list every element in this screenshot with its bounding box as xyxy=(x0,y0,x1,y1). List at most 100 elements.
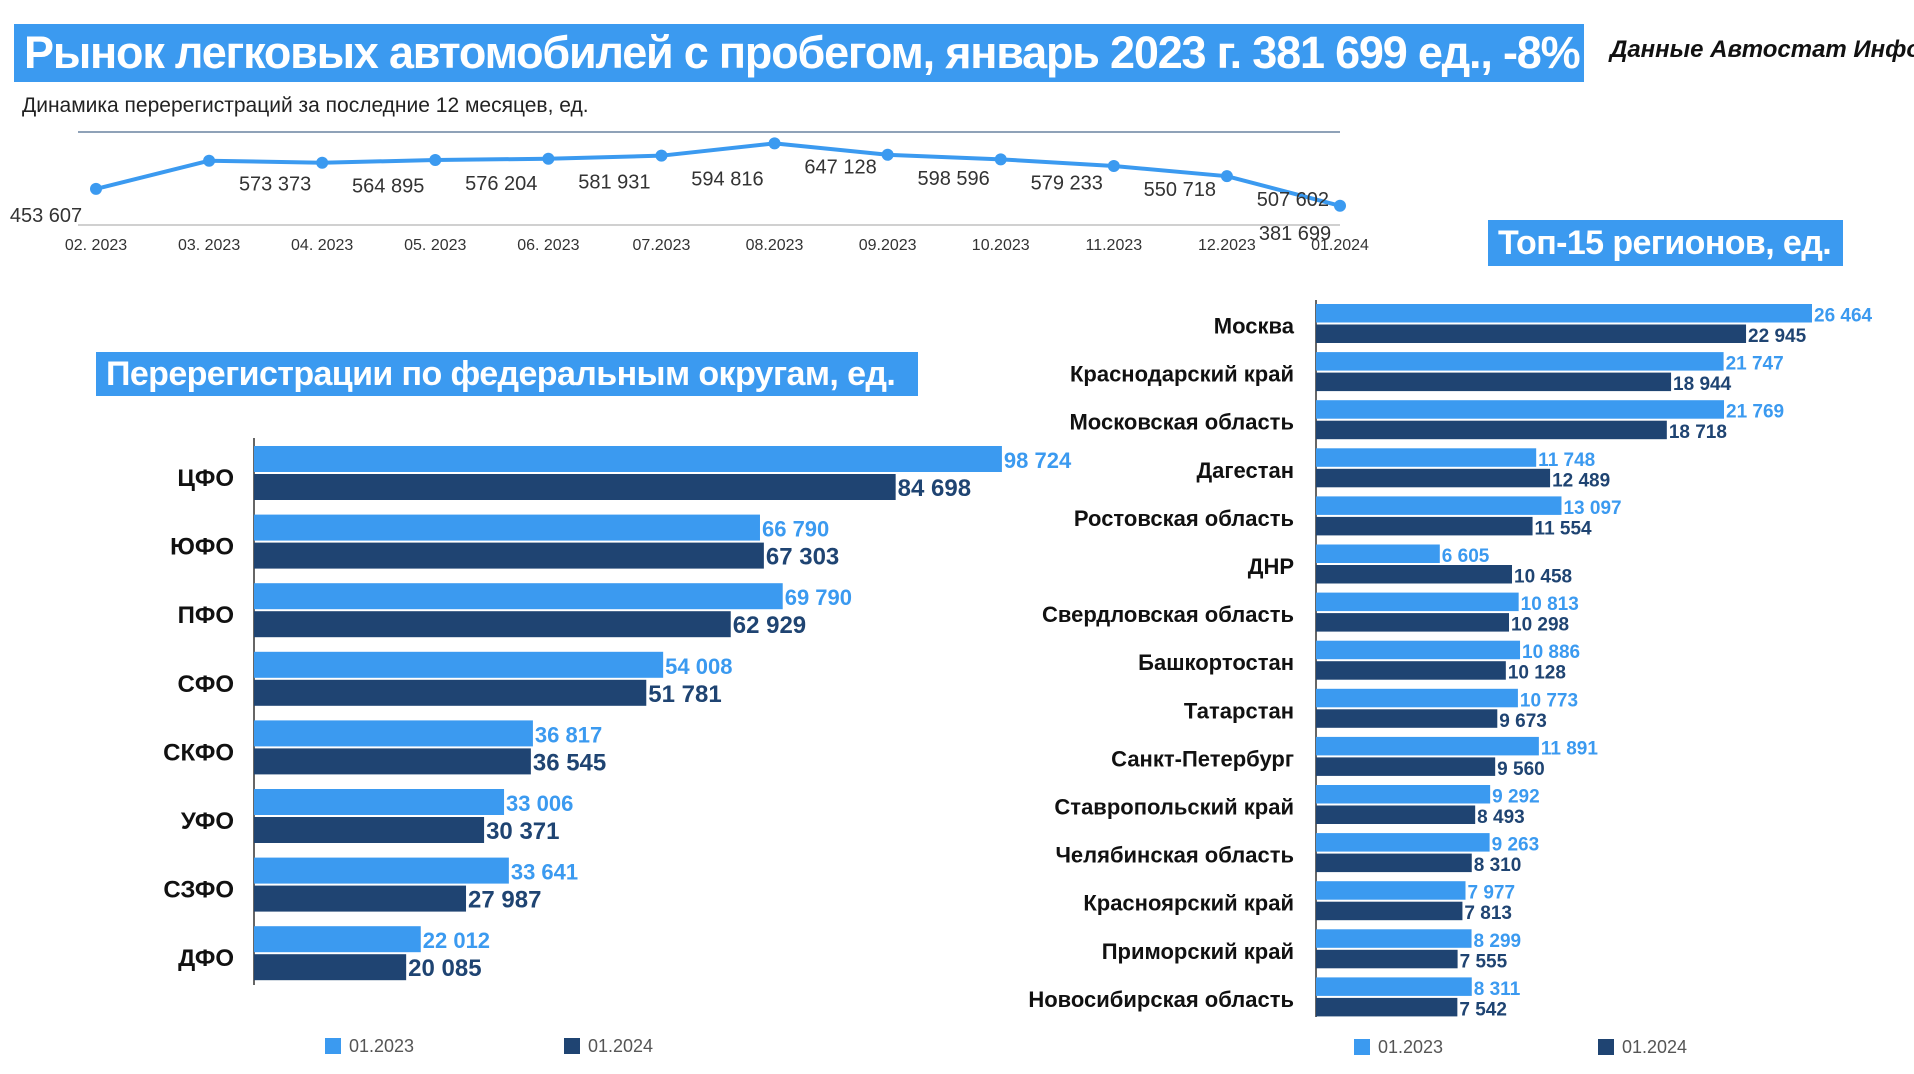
legend-swatch xyxy=(564,1038,580,1054)
bar-value-label: 26 464 xyxy=(1814,306,1873,327)
bar-value-label: 12 489 xyxy=(1552,470,1610,491)
legend-swatch xyxy=(325,1038,341,1054)
bar-value-label: 8 493 xyxy=(1477,807,1525,828)
bar xyxy=(1316,997,1458,1017)
bar-value-label: 7 542 xyxy=(1459,999,1507,1020)
bar xyxy=(254,542,764,569)
category-label: Приморский край xyxy=(1102,939,1294,964)
line-point-label: 581 931 xyxy=(578,172,650,194)
bar xyxy=(1316,448,1537,467)
top-regions-title: Топ-15 регионов, ед. xyxy=(1488,220,1843,266)
line-point-label: 381 699 xyxy=(1259,223,1331,245)
category-label: ДФО xyxy=(178,945,234,972)
bar xyxy=(1316,496,1562,515)
legend-label: 01.2023 xyxy=(349,1036,414,1056)
x-tick-label: 03. 2023 xyxy=(178,237,240,254)
bar-value-label: 11 748 xyxy=(1538,450,1595,471)
bar xyxy=(254,926,421,953)
bar xyxy=(254,583,783,610)
bar-value-label: 66 790 xyxy=(762,517,829,542)
line-point-label: 550 718 xyxy=(1144,179,1216,201)
category-label: УФО xyxy=(181,808,234,835)
line-point-label: 453 607 xyxy=(10,205,82,227)
bar xyxy=(254,885,467,912)
bar-value-label: 10 813 xyxy=(1521,594,1579,615)
bar xyxy=(254,954,407,981)
line-point xyxy=(90,182,102,195)
x-tick-label: 01.2024 xyxy=(1311,237,1369,254)
line-point xyxy=(203,154,216,167)
bar xyxy=(254,748,531,775)
bar-value-label: 51 781 xyxy=(648,681,721,708)
line-point xyxy=(542,152,555,165)
bar-value-label: 22 945 xyxy=(1748,326,1807,347)
bar xyxy=(1316,853,1472,873)
bar xyxy=(254,857,509,884)
bar xyxy=(254,789,505,815)
category-label: Краснодарский край xyxy=(1070,362,1294,387)
bar xyxy=(254,817,485,843)
category-label: Челябинская область xyxy=(1055,843,1294,868)
bar xyxy=(1316,929,1472,948)
line-point-label: 564 895 xyxy=(352,176,424,198)
category-label: СКФО xyxy=(163,739,234,766)
category-label: ЦФО xyxy=(177,465,234,492)
bar-value-label: 98 724 xyxy=(1004,448,1072,473)
line-chart-title: Динамика перерегистраций за последние 12… xyxy=(22,94,589,117)
bar xyxy=(1316,688,1518,708)
bar-value-label: 6 605 xyxy=(1442,546,1490,567)
x-tick-label: 05. 2023 xyxy=(404,237,466,254)
category-label: ДНР xyxy=(1248,554,1294,579)
bar xyxy=(1316,736,1539,756)
bar-value-label: 21 747 xyxy=(1726,354,1784,375)
line-point-label: 576 204 xyxy=(465,173,537,195)
bar-value-label: 8 299 xyxy=(1474,931,1522,952)
bar-value-label: 36 817 xyxy=(535,722,602,747)
bar xyxy=(1316,304,1812,323)
bar-value-label: 10 298 xyxy=(1511,615,1569,636)
legend-label: 01.2024 xyxy=(588,1036,653,1056)
bar xyxy=(1316,949,1458,969)
line-point-label: 594 816 xyxy=(691,169,763,191)
bar-value-label: 27 987 xyxy=(468,887,541,914)
bar xyxy=(1316,544,1440,563)
x-tick-label: 06. 2023 xyxy=(517,237,579,254)
bar xyxy=(1316,977,1472,996)
line-point-label: 598 596 xyxy=(917,168,989,190)
bar xyxy=(1316,833,1490,852)
category-label: СФО xyxy=(178,671,234,698)
bar xyxy=(254,651,664,678)
line-series xyxy=(95,141,1341,208)
category-label: Москва xyxy=(1214,314,1295,339)
bar-value-label: 7 555 xyxy=(1460,951,1508,972)
bar xyxy=(1316,352,1724,371)
bar-value-label: 8 310 xyxy=(1474,855,1522,876)
bar-value-label: 69 790 xyxy=(785,585,852,610)
category-label: Татарстан xyxy=(1184,698,1294,723)
bar xyxy=(1316,592,1519,612)
x-tick-label: 10.2023 xyxy=(972,237,1030,254)
category-label: Ростовская область xyxy=(1074,506,1294,531)
category-label: Красноярский край xyxy=(1083,891,1294,916)
bar-value-label: 18 944 xyxy=(1673,374,1732,395)
bar-value-label: 8 311 xyxy=(1474,979,1521,1000)
line-point xyxy=(994,153,1007,166)
bar xyxy=(1316,901,1463,921)
bar-value-label: 67 303 xyxy=(766,544,839,571)
line-point-label: 573 373 xyxy=(239,174,311,196)
bar xyxy=(1316,805,1476,824)
bar xyxy=(254,720,533,747)
x-tick-label: 09.2023 xyxy=(859,237,917,254)
line-point xyxy=(768,137,781,150)
bar-value-label: 36 545 xyxy=(533,749,606,776)
category-label: Дагестан xyxy=(1196,458,1294,483)
bar-value-label: 10 886 xyxy=(1522,642,1580,663)
x-tick-label: 08.2023 xyxy=(746,237,804,254)
data-source: Данные Автостат Инфо xyxy=(1610,36,1914,63)
line-chart: 453 607 02. 2023 573 373 03. 2023 564 895 04.… xyxy=(10,131,1369,254)
line-point xyxy=(1107,160,1120,173)
bar xyxy=(1316,613,1510,632)
